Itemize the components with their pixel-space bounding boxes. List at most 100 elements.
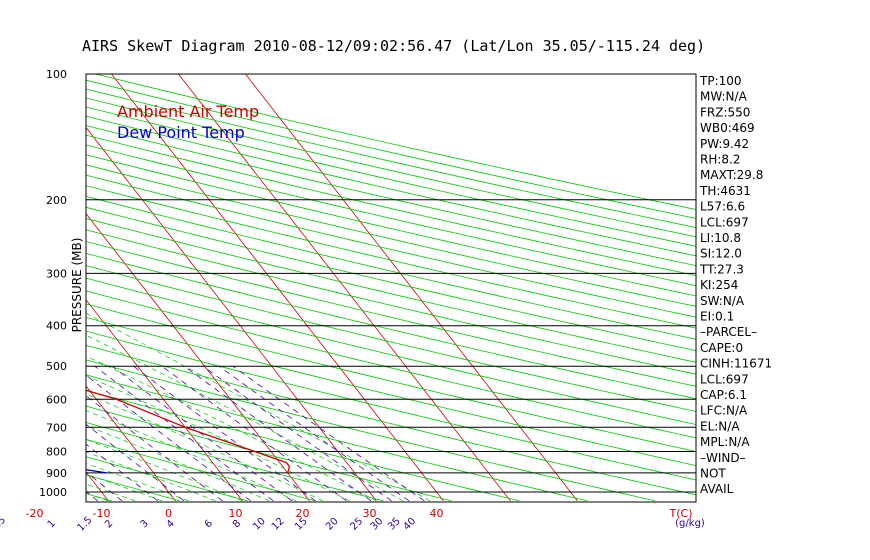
index-label: TH:4631 [699,184,751,198]
mixing-ratio-line [86,443,159,502]
mixing-ratio-tick-label: 40 [401,516,418,533]
dry-adiabat [86,154,696,297]
moist-adiabat [86,393,323,502]
index-label: SW:N/A [700,294,745,308]
dry-adiabat [86,290,696,439]
index-label: LI:10.8 [700,231,741,245]
isotherm-line [244,74,578,502]
dry-adiabat [86,265,696,412]
mixing-ratio-tick-label: 0.5 [0,515,8,534]
moist-adiabat [86,375,350,502]
pressure-tick-label: 300 [46,267,67,280]
legend: Ambient Air Temp Dew Point Temp [117,102,259,142]
bottom-temp-tick-label: 0 [165,507,172,520]
moist-adiabat [86,439,243,502]
index-label: FRZ:550 [700,105,750,119]
dry-adiabat [86,206,696,352]
moist-adiabat [86,463,189,502]
index-label: RH:8.2 [700,153,741,167]
moist-adiabat [86,483,136,502]
pressure-tick-label: 400 [46,320,67,333]
mixing-ratio-line [184,365,372,502]
mixing-ratio-line [232,365,425,502]
mixing-ratio-unit-label: (g/kg) [675,518,705,529]
mixing-ratio-tick-label: 4 [165,518,177,530]
moist-adiabat [86,451,216,502]
bottom-temp-tick-label: -10 [93,507,111,520]
dry-adiabat [86,164,696,307]
mixing-ratio-line [86,374,251,502]
dry-adiabat [86,125,696,267]
pressure-tick-label: 100 [46,68,67,81]
bottom-temp-tick-label: 30 [363,507,377,520]
bottom-temp-tick-label: 20 [296,507,310,520]
index-label: AVAIL [700,482,734,496]
mixing-ratio-tick-label: 35 [386,516,403,533]
index-label: MW:N/A [700,90,748,104]
dry-adiabat [86,115,696,257]
mixing-ratio-tick-label: 12 [270,516,287,533]
bottom-temp-tick-label: -20 [26,507,44,520]
index-label: EL:N/A [700,419,740,433]
pressure-tick-label: 600 [46,393,67,406]
isotherm-line [0,55,41,501]
dry-adiabat [86,195,696,340]
moist-adiabat [86,355,377,502]
stability-indices: TP:100MW:N/AFRZ:550WB0:469PW:9.42RH:8.2M… [699,74,772,496]
mixing-ratio-line [86,471,123,502]
index-label: LFC:N/A [700,404,748,418]
pressure-tick-label: 500 [46,360,67,373]
dry-adiabat [86,174,696,318]
mixing-ratio-tick-label: 6 [203,518,215,530]
index-label: CINH:11671 [700,357,772,371]
moist-adiabat [86,410,297,502]
index-label: MAXT:29.8 [700,168,763,182]
dry-adiabat [86,134,696,276]
plot-frame [85,73,697,503]
mixing-ratio-line [133,365,316,502]
chart-title: AIRS SkewT Diagram 2010-08-12/09:02:56.4… [82,37,705,55]
dry-adiabat [86,344,696,496]
dry-adiabat [86,405,452,502]
index-label: KI:254 [700,278,738,292]
index-label: L57:6.6 [700,200,745,214]
dry-adiabat [86,374,588,502]
mixing-ratio-line [86,423,185,502]
mixing-ratio-line [94,365,274,502]
index-label: WB0:469 [700,121,755,135]
index-label: SI:12.0 [700,247,742,261]
dry-adiabat [86,277,696,425]
x-axis-label: T(C) [669,507,693,520]
index-label: LCL:697 [700,372,749,386]
index-label: LCL:697 [700,215,749,229]
index-label: –PARCEL– [700,325,757,339]
moist-adiabat [86,312,431,502]
ambient-air-temp-line [86,389,291,474]
dry-adiabat [86,144,696,287]
index-label: CAP:6.1 [700,388,747,402]
mixing-ratio-line [111,365,293,502]
grid-lines [0,55,696,502]
mixing-ratio-tick-label: 10 [251,516,268,533]
dry-adiabat [86,229,696,375]
isotherm-line [86,212,310,502]
bottom-temp-tick-label: 40 [430,507,444,520]
mixing-ratio-tick-label: 2 [103,518,115,530]
dry-adiabat [86,316,696,466]
dry-adiabat [0,55,44,501]
legend-ambient-air-temp: Ambient Air Temp [117,102,259,121]
bottom-temp-tick-label: 10 [229,507,243,520]
mixing-ratio-line [202,365,392,502]
dry-adiabat [86,422,384,502]
dry-adiabat [86,106,696,247]
profiles [86,389,291,474]
mixing-ratio-line [86,395,223,502]
pressure-tick-label: 900 [46,467,67,480]
pressure-tick-label: 1000 [39,486,67,499]
dry-adiabat [86,185,696,329]
dry-adiabat [86,474,180,502]
dry-adiabat [86,389,520,502]
mixing-ratio-line [161,365,347,502]
mixing-ratio-line [218,365,410,502]
